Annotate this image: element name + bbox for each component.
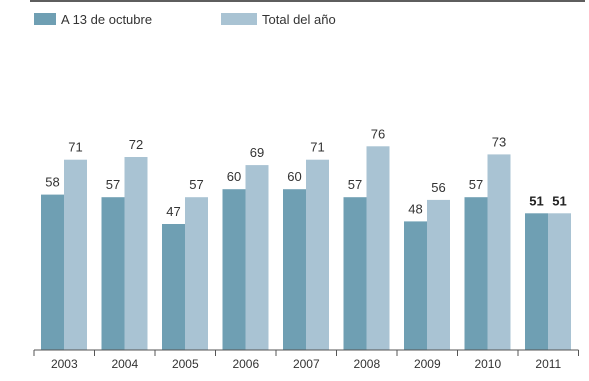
legend: A 13 de octubre Total del año [34,12,336,27]
top-strip [30,0,585,2]
legend-swatch-2 [221,13,257,25]
x-tick-label-2007: 2007 [293,357,320,371]
legend-label-1: A 13 de octubre [61,12,152,27]
bar-2011-year-total [548,213,571,350]
x-tick-label-2010: 2010 [474,357,501,371]
bar-2006-year-total [245,165,269,350]
bars-group [41,146,571,350]
data-label-2007-october13: 60 [287,169,301,184]
bar-2003-october13 [41,194,64,350]
x-tick-label-2004: 2004 [111,357,138,371]
data-label-2007-year-total: 71 [310,140,324,155]
data-label-2005-october13: 47 [166,204,180,219]
data-label-2003-october13: 58 [45,175,59,190]
data-label-2011-october13: 51 [529,193,543,208]
data-label-2006-october13: 60 [227,169,241,184]
bar-2007-october13 [283,189,306,350]
bar-2005-october13 [162,224,185,350]
data-label-2009-october13: 48 [408,201,422,216]
legend-label-2: Total del año [262,12,336,27]
bar-2010-october13 [464,197,488,350]
x-tick-label-2011: 2011 [535,357,561,371]
x-tick-label-2009: 2009 [414,357,441,371]
data-label-2008-year-total: 76 [371,126,385,141]
data-label-2003-year-total: 71 [68,140,82,155]
data-label-2004-october13: 57 [106,177,120,192]
bar-2004-october13 [101,197,125,350]
bar-2011-october13 [525,213,548,350]
bar-2003-year-total [64,159,87,350]
x-tick-label-2003: 2003 [51,357,78,371]
bar-2004-year-total [124,157,148,350]
x-tick-label-2008: 2008 [353,357,380,371]
x-axis: 2003 2004 2005 2006 2007 2008 2009 2010 2011 [33,349,579,371]
legend-swatch-1 [34,13,56,25]
x-tick-label-2006: 2006 [232,357,259,371]
bar-2008-year-total [366,146,390,350]
bar-2010-year-total [487,154,511,350]
data-label-2010-october13: 57 [469,177,483,192]
data-label-2011-year-total: 51 [552,193,566,208]
data-label-2006-year-total: 69 [250,145,264,160]
bar-2009-october13 [404,221,427,350]
bar-2006-october13 [222,189,246,350]
data-label-2004-year-total: 72 [129,137,143,152]
bar-2009-year-total [427,199,450,350]
bar-2005-year-total [185,197,208,350]
x-tick-label-2005: 2005 [172,357,199,371]
data-label-2010-year-total: 73 [492,134,506,149]
data-label-2008-october13: 57 [348,177,362,192]
data-label-2009-year-total: 56 [431,180,445,195]
value-labels-group: 58 71 57 72 47 57 60 69 60 71 57 76 48 56 57 73 51 51 [45,126,566,219]
data-label-2005-year-total: 57 [189,177,203,192]
bar-2007-year-total [306,159,329,350]
bar-2008-october13 [343,197,367,350]
